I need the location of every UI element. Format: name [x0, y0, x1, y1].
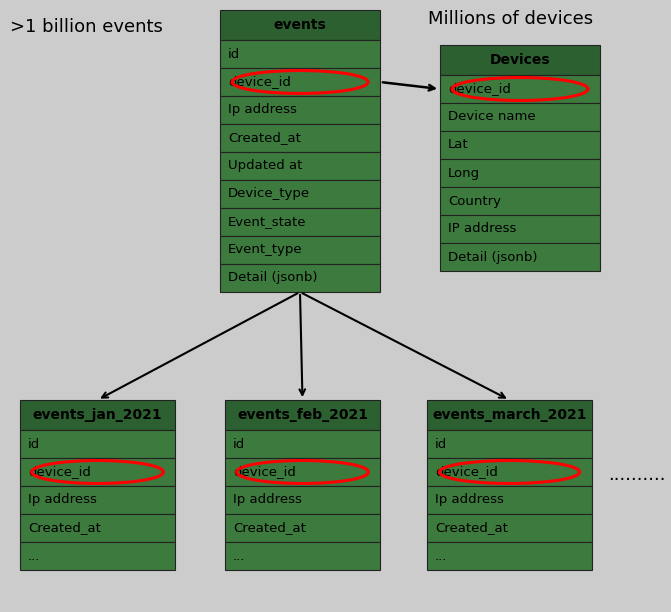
- Bar: [427, 486, 592, 514]
- Text: Updated at: Updated at: [228, 160, 303, 173]
- Text: Event_state: Event_state: [228, 215, 307, 228]
- Text: events_march_2021: events_march_2021: [432, 408, 586, 422]
- Text: >1 billion events: >1 billion events: [10, 18, 163, 36]
- Text: ...: ...: [233, 550, 246, 562]
- Bar: [225, 458, 380, 486]
- Text: events_feb_2021: events_feb_2021: [237, 408, 368, 422]
- Text: Device_type: Device_type: [228, 187, 310, 201]
- Bar: [20, 458, 175, 486]
- Bar: [220, 68, 380, 96]
- Text: IP address: IP address: [448, 223, 517, 236]
- Bar: [225, 486, 380, 514]
- Text: id: id: [233, 438, 245, 450]
- Text: Country: Country: [448, 195, 501, 207]
- Bar: [440, 103, 600, 131]
- Bar: [220, 264, 380, 292]
- Bar: [20, 430, 175, 458]
- Text: Created_at: Created_at: [435, 521, 508, 534]
- Text: Detail (jsonb): Detail (jsonb): [228, 272, 317, 285]
- Bar: [20, 486, 175, 514]
- Bar: [220, 180, 380, 208]
- Text: Millions of devices: Millions of devices: [428, 10, 593, 28]
- Bar: [440, 215, 600, 243]
- Bar: [427, 430, 592, 458]
- Text: Lat: Lat: [448, 138, 468, 152]
- Text: Device name: Device name: [448, 111, 535, 124]
- Text: Event_type: Event_type: [228, 244, 303, 256]
- Text: Devices: Devices: [490, 53, 550, 67]
- Bar: [440, 243, 600, 271]
- Text: Created_at: Created_at: [28, 521, 101, 534]
- Text: id: id: [435, 438, 448, 450]
- Bar: [440, 187, 600, 215]
- Text: events_jan_2021: events_jan_2021: [33, 408, 162, 422]
- Bar: [440, 75, 600, 103]
- Bar: [20, 514, 175, 542]
- Bar: [225, 514, 380, 542]
- Text: Ip address: Ip address: [28, 493, 97, 507]
- Text: Created_at: Created_at: [228, 132, 301, 144]
- Bar: [225, 400, 380, 430]
- Text: Detail (jsonb): Detail (jsonb): [448, 250, 537, 264]
- Text: device_id: device_id: [448, 83, 511, 95]
- Bar: [20, 400, 175, 430]
- Text: device_id: device_id: [28, 466, 91, 479]
- Text: Long: Long: [448, 166, 480, 179]
- Text: ...: ...: [435, 550, 448, 562]
- Bar: [427, 514, 592, 542]
- Bar: [220, 124, 380, 152]
- Text: Ip address: Ip address: [233, 493, 302, 507]
- Text: device_id: device_id: [228, 75, 291, 89]
- Bar: [427, 400, 592, 430]
- Bar: [225, 542, 380, 570]
- Text: id: id: [228, 48, 240, 61]
- Bar: [225, 430, 380, 458]
- Bar: [440, 159, 600, 187]
- Text: events: events: [274, 18, 326, 32]
- Bar: [220, 96, 380, 124]
- Bar: [220, 40, 380, 68]
- Bar: [427, 542, 592, 570]
- Text: id: id: [28, 438, 40, 450]
- Bar: [440, 45, 600, 75]
- Bar: [220, 10, 380, 40]
- Bar: [220, 152, 380, 180]
- Text: ...: ...: [28, 550, 40, 562]
- Text: device_id: device_id: [233, 466, 296, 479]
- Text: device_id: device_id: [435, 466, 498, 479]
- Text: Created_at: Created_at: [233, 521, 306, 534]
- Bar: [220, 208, 380, 236]
- Bar: [20, 542, 175, 570]
- Text: Ip address: Ip address: [435, 493, 504, 507]
- Bar: [427, 458, 592, 486]
- Bar: [220, 236, 380, 264]
- Bar: [440, 131, 600, 159]
- Text: ..........: ..........: [608, 466, 666, 484]
- Text: Ip address: Ip address: [228, 103, 297, 116]
